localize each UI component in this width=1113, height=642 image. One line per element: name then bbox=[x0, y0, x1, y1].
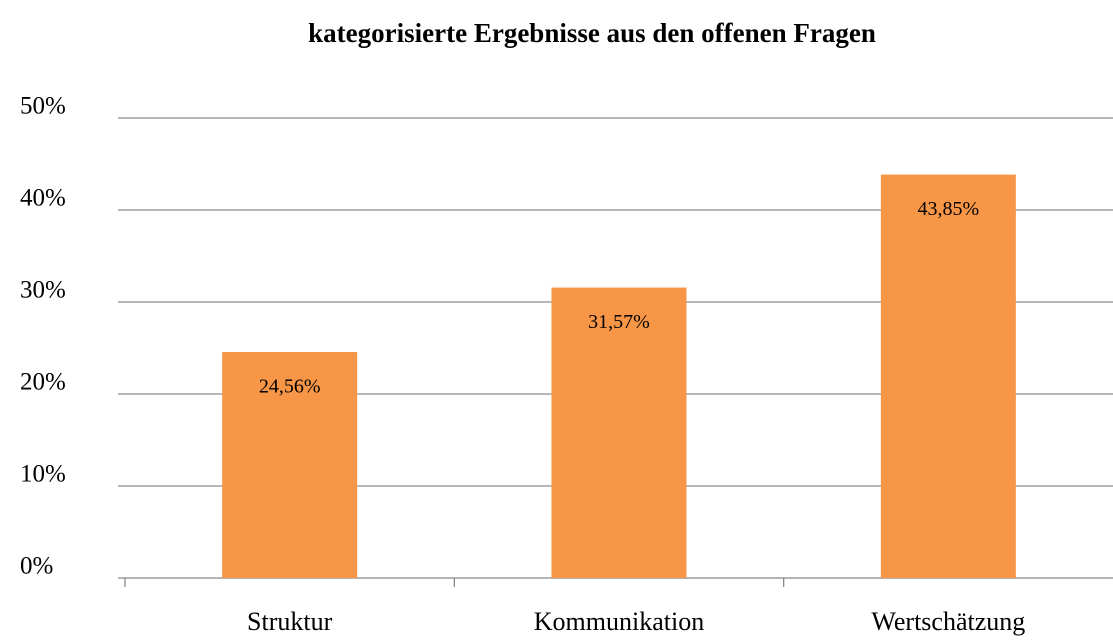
y-tick-label: 20% bbox=[20, 369, 66, 396]
bar bbox=[880, 174, 1016, 578]
x-tick-label: Kommunikation bbox=[534, 607, 704, 636]
x-tick-label: Struktur bbox=[247, 607, 333, 636]
y-tick-label: 40% bbox=[20, 185, 66, 212]
data-label: 31,57% bbox=[588, 311, 650, 333]
bar bbox=[551, 287, 687, 578]
y-tick-label: 30% bbox=[20, 277, 66, 304]
x-tick-label: Wertschätzung bbox=[871, 607, 1025, 636]
y-tick-label: 10% bbox=[20, 461, 66, 488]
chart-title: kategorisierte Ergebnisse aus den offene… bbox=[308, 18, 876, 48]
y-tick-label: 50% bbox=[20, 93, 66, 120]
y-tick-label: 0% bbox=[20, 553, 53, 580]
bar bbox=[222, 352, 358, 578]
data-label: 24,56% bbox=[259, 376, 321, 398]
data-label: 43,85% bbox=[917, 198, 979, 220]
